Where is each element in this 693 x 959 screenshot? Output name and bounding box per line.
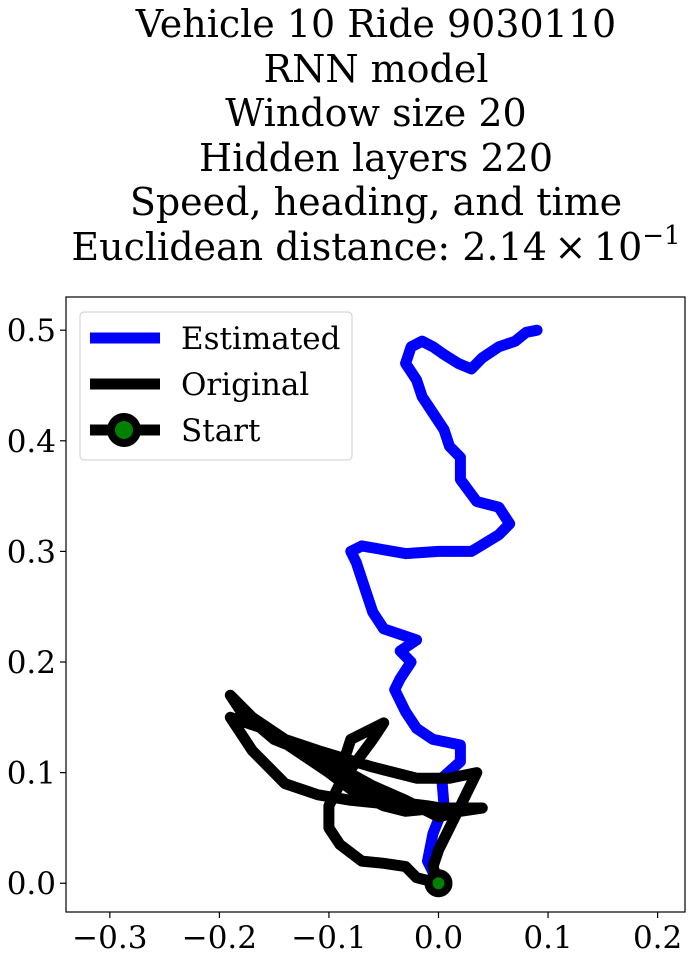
legend: Estimated Original Start — [79, 311, 353, 461]
x-tick-label: −0.3 — [72, 920, 147, 956]
title-line-6: Euclidean distance: 2.14 × 10−1 — [0, 223, 693, 270]
title-line-5: Speed, heading, and time — [129, 180, 623, 225]
distance-label: Euclidean distance: 2.14 × 10 — [71, 224, 643, 269]
title-line-4: Hidden layers 220 — [198, 135, 554, 180]
y-tick-label: 0.5 — [7, 313, 56, 349]
x-tick-label: −0.2 — [182, 920, 257, 956]
x-tick-label: −0.1 — [291, 920, 366, 956]
y-tick-label: 0.2 — [7, 645, 56, 681]
plot-frame — [65, 296, 686, 913]
y-tick-label: 0.1 — [7, 756, 56, 792]
x-tick-label: 0.0 — [414, 920, 463, 956]
series-layer — [224, 324, 543, 898]
series-original-line — [224, 689, 488, 889]
axes-layer: −0.3 −0.2 −0.1 0.0 0.1 0.2 0.0 0.1 0.2 0.3 0.4 0.5 — [7, 313, 683, 956]
y-tick-label: 0.0 — [7, 866, 56, 902]
start-marker — [424, 869, 453, 898]
x-tick-label: 0.2 — [633, 920, 682, 956]
title-line-3: Window size 20 — [225, 91, 527, 136]
y-tick-label: 0.3 — [7, 534, 56, 570]
legend-label-estimated: Estimated — [181, 321, 340, 357]
legend-label-original: Original — [181, 367, 309, 403]
y-tick-label: 0.4 — [7, 424, 56, 460]
legend-box — [79, 311, 353, 461]
x-tick-label: 0.1 — [523, 920, 572, 956]
legend-start-marker — [107, 413, 141, 447]
chart-title: Vehicle 10 Ride 9030110 RNN model Window… — [0, 2, 693, 270]
title-line-2: RNN model — [263, 46, 489, 91]
legend-label-start: Start — [181, 413, 261, 449]
title-line-1: Vehicle 10 Ride 9030110 — [135, 2, 617, 46]
series-estimated-line — [345, 324, 543, 889]
distance-exponent: −1 — [642, 220, 681, 251]
